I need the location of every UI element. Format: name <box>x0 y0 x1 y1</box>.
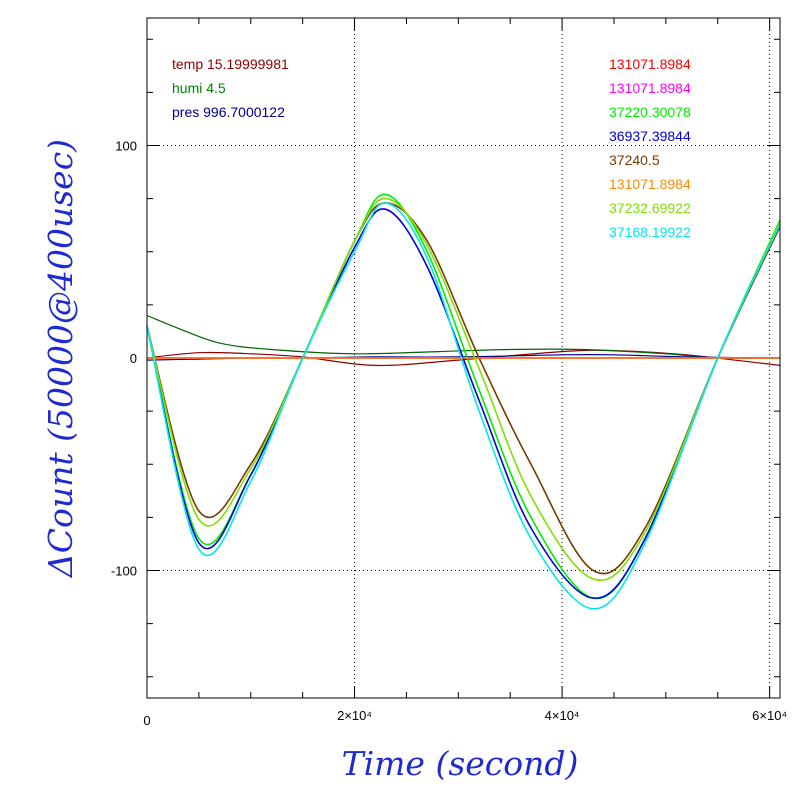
env-legend-entry: pres 996.7000122 <box>172 104 285 120</box>
y-tick-label: 0 <box>130 351 137 366</box>
series-legend-entry: 37220.30078 <box>609 104 691 120</box>
series-line-3 <box>146 208 781 599</box>
y-tick-label: -100 <box>111 564 137 579</box>
series-legend-entry: 131071.8984 <box>609 176 691 192</box>
series-line-4 <box>146 202 781 575</box>
env-legend-entry: temp 15.19999981 <box>172 56 289 72</box>
series-line-7 <box>146 202 781 610</box>
x-tick-label: 0 <box>143 713 150 728</box>
x-tick-label: 2×10⁴ <box>337 708 372 723</box>
env-legend-entry: humi 4.5 <box>172 80 226 96</box>
series-legend: 131071.8984 131071.8984 37220.30078 36937.3… <box>609 56 691 240</box>
series-line-6 <box>146 197 781 581</box>
env-series-line-1 <box>146 314 781 359</box>
env-series-line-0 <box>146 349 781 367</box>
y-tick-label: 100 <box>115 139 137 154</box>
plot-frame <box>146 17 781 699</box>
series-line-2 <box>146 193 781 600</box>
x-axis-title: Time (second) <box>342 744 579 783</box>
series-legend-entry: 37240.5 <box>609 152 660 168</box>
series-legend-entry: 131071.8984 <box>609 80 691 96</box>
count-series <box>146 193 781 610</box>
series-legend-entry: 37232.69922 <box>609 200 691 216</box>
series-legend-entry: 37168.19922 <box>609 224 691 240</box>
series-legend-entry: 36937.39844 <box>609 128 691 144</box>
y-axis-title: ΔCount (50000@400usec) <box>41 139 80 579</box>
env-legend: temp 15.19999981 humi 4.5 pres 996.7000122 <box>172 56 289 120</box>
x-tick-label: 6×10⁴ <box>752 708 787 723</box>
series-legend-entry: 131071.8984 <box>609 56 691 72</box>
x-tick-label: 4×10⁴ <box>545 708 580 723</box>
tick-labels: 0 2×10⁴ 4×10⁴ 6×10⁴ 100 0 -100 <box>111 139 787 729</box>
